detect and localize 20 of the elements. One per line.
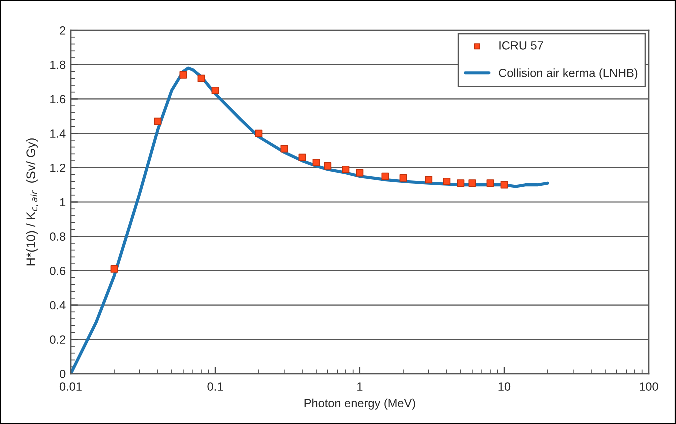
legend-label: ICRU 57 [500,41,544,50]
x-tick-label: 0.1 [208,382,224,391]
y-tick-label: 2 [60,26,66,35]
y-tick-label: 1.2 [50,164,66,172]
y-tick-label: 0.8 [50,232,66,241]
y-tick-label: 0 [60,370,66,378]
x-tick-label: 100 [640,382,658,391]
x-tick-label: 1 [358,382,363,391]
y-tick-label: 0.2 [50,336,66,344]
x-axis-title: Photon energy (MeV) [304,398,416,410]
y-tick-label: 1.4 [50,130,66,138]
y-tick-label: 0.4 [50,301,66,310]
y-tick-label: 1 [60,198,66,207]
y-axis-title: H*(10) / K$_{c,air}$ (Sv/ Gy) [26,138,38,266]
y-tick-label: 0.6 [50,266,66,276]
x-tick-label: 0.01 [60,382,82,391]
y-tick-label: 1.8 [50,60,66,70]
x-tick-label: 10 [498,382,511,391]
y-tick-label: 1.6 [50,95,66,104]
legend-label: Collision air kerma (LNHB) [499,68,638,80]
